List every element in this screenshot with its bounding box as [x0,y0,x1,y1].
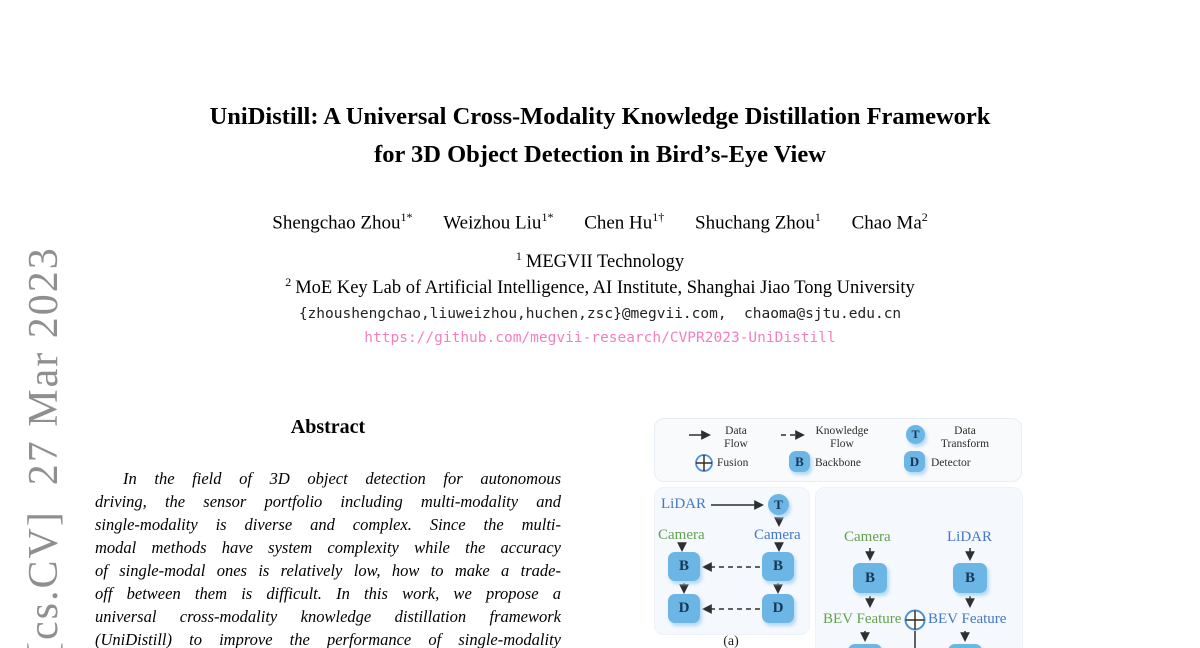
abstract-line: single-modality is diverse and complex. … [95,515,561,534]
author-name: Shuchang Zhou [695,212,815,234]
legend-detector-label: Detector [931,457,971,469]
paper-title: UniDistill: A Universal Cross-Modality K… [30,98,1170,174]
figure-1: Data Flow Knowledge Flow T Data Transform F… [650,410,1023,648]
author-superscript: 1 [814,210,821,224]
affiliation-superscript: 1 [515,249,522,263]
detector-node: D [668,594,700,623]
abstract-line: of single-modal ones is relatively low, … [95,561,561,580]
author-name: Weizhou Liu [443,212,542,234]
lidar-label: LiDAR [661,496,706,512]
author-emails: {zhoushengchao,liuweizhou,huchen,zsc}@me… [298,306,902,322]
legend-backbone-label: Backbone [815,457,861,469]
transform-node-icon: T [906,425,925,444]
figure-legend: Data Flow Knowledge Flow T Data Transform F… [654,418,1022,482]
author: Shuchang Zhou1 [695,210,821,234]
author-list: Shengchao Zhou1* Weizhou Liu1* Chen Hu1†… [30,210,1170,234]
backbone-node-icon: B [789,451,810,472]
author-superscript: 2 [921,210,928,224]
github-link[interactable]: https://github.com/megvii-research/CVPR2… [364,330,836,346]
title-line-2: for 3D Object Detection in Bird’s-Eye Vi… [374,141,826,168]
affiliation-text: MEGVII Technology [525,252,685,273]
affiliation-line-2: 2 MoE Key Lab of Artificial Intelligence,… [30,275,1170,299]
lidar-label: LiDAR [947,529,992,545]
abstract-line: modal methods have system complexity whi… [95,538,561,557]
author: Chao Ma2 [852,210,928,234]
detector-node-icon: D [904,451,925,472]
backbone-node: B [853,563,887,593]
abstract-line: driving, the sensor portfolio including … [95,492,561,511]
author-name: Chen Hu [584,212,653,234]
bev-feature-label: BEV Feature [823,611,902,627]
author: Weizhou Liu1* [443,210,553,234]
author-superscript: 1* [541,210,554,224]
author-superscript: 1* [400,210,413,224]
backbone-node: B [953,563,987,593]
abstract-line: off between them is difficult. In this w… [95,584,561,603]
author: Shengchao Zhou1* [272,210,412,234]
camera-label: Camera [754,527,801,543]
author-name: Shengchao Zhou [272,212,401,234]
fusion-icon [695,454,713,472]
legend-knowledge-flow-label: Knowledge Flow [815,425,869,450]
detector-node: D [762,594,794,623]
author-superscript: 1† [652,210,665,224]
camera-label: Camera [658,527,705,543]
backbone-node: B [668,552,700,581]
detector-node: D [848,644,882,648]
bev-feature-label: BEV Feature [928,611,1007,627]
legend-data-flow-label: Data Flow [724,425,748,450]
abstract-line: universal cross-modality knowledge disti… [95,607,561,626]
abstract-text: In the field of 3D object detection for … [95,467,561,648]
detector-node: D [948,644,982,648]
panel-a-caption: (a) [723,634,739,648]
abstract-section: Abstract In the field of 3D object detec… [95,416,561,648]
abstract-line: In the field of 3D object detection for … [123,469,561,488]
transform-node: T [768,494,789,515]
dashed-arrow-icon [781,430,805,440]
affiliation-text: MoE Key Lab of Artificial Intelligence, … [295,278,915,299]
legend-data-transform-label: Data Transform [940,425,990,450]
affiliation-superscript: 2 [285,275,292,289]
figure-panel-b: Camera LiDAR B B BEV Feature BEV Feature… [815,487,1023,648]
legend-fusion-label: Fusion [717,457,749,469]
figure-panel-a: LiDAR T Camera Camera B B D D [654,487,810,635]
abstract-line: (UniDistill) to improve the performance … [95,630,561,648]
author-name: Chao Ma [851,212,922,234]
author: Chen Hu1† [584,210,664,234]
solid-arrow-icon [689,430,711,440]
title-line-1: UniDistill: A Universal Cross-Modality K… [209,103,991,130]
fusion-icon [904,609,926,631]
backbone-node: B [762,552,794,581]
affiliation-line-1: 1 MEGVII Technology [30,249,1170,273]
camera-label: Camera [844,529,891,545]
abstract-heading: Abstract [290,416,366,438]
